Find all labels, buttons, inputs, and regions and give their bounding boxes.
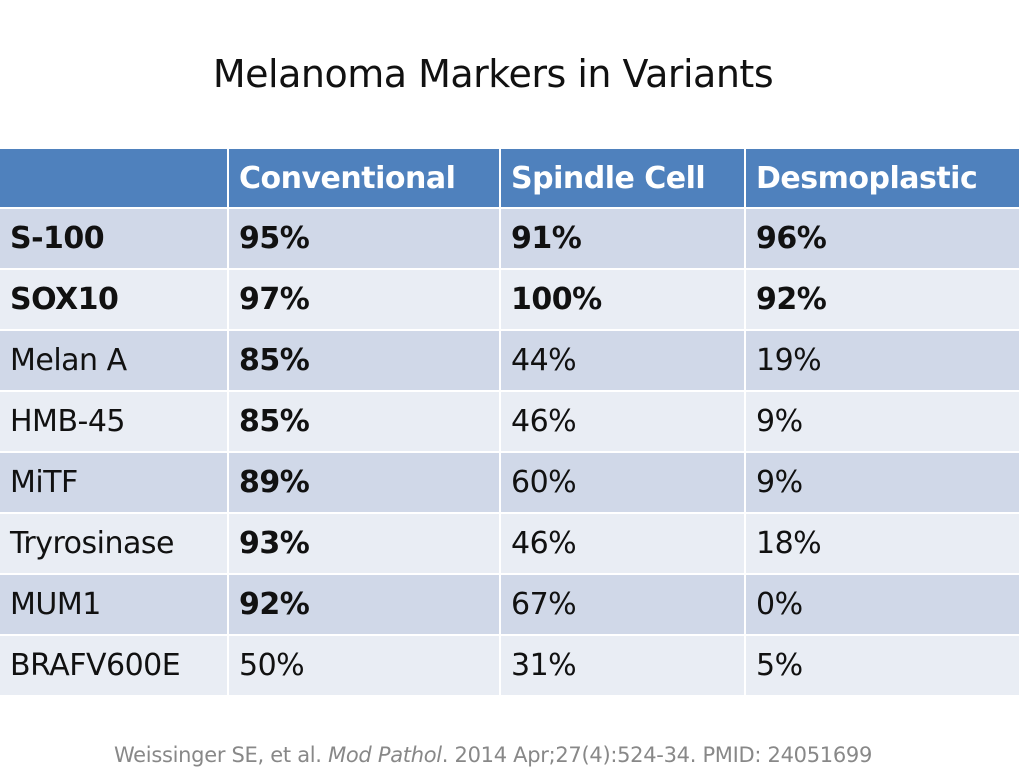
percentage-cell: 46%	[501, 514, 744, 573]
slide-title: Melanoma Markers in Variants	[212, 52, 774, 96]
percentage-cell: 85%	[229, 331, 499, 390]
percentage-cell: 44%	[501, 331, 744, 390]
percentage-cell: 91%	[501, 209, 744, 268]
percentage-cell: 19%	[746, 331, 1019, 390]
percentage-cell: 89%	[229, 453, 499, 512]
markers-table: Conventional Spindle Cell Desmoplastic S-10…	[0, 147, 1021, 697]
table-row: Tryrosinase 93% 46% 18%	[0, 514, 1019, 573]
table-row: MiTF 89% 60% 9%	[0, 453, 1019, 512]
percentage-cell: 60%	[501, 453, 744, 512]
marker-name: HMB-45	[0, 392, 227, 451]
marker-name: MiTF	[0, 453, 227, 512]
column-header: Conventional	[229, 149, 499, 207]
marker-name: MUM1	[0, 575, 227, 634]
percentage-cell: 46%	[501, 392, 744, 451]
percentage-cell: 93%	[229, 514, 499, 573]
marker-name: S-100	[0, 209, 227, 268]
table-row: Melan A 85% 44% 19%	[0, 331, 1019, 390]
marker-name: BRAFV600E	[0, 636, 227, 695]
percentage-cell: 9%	[746, 453, 1019, 512]
percentage-cell: 100%	[501, 270, 744, 329]
percentage-cell: 18%	[746, 514, 1019, 573]
percentage-cell: 31%	[501, 636, 744, 695]
table-row: S-100 95% 91% 96%	[0, 209, 1019, 268]
percentage-cell: 96%	[746, 209, 1019, 268]
table-row: HMB-45 85% 46% 9%	[0, 392, 1019, 451]
marker-name: SOX10	[0, 270, 227, 329]
percentage-cell: 67%	[501, 575, 744, 634]
percentage-cell: 97%	[229, 270, 499, 329]
header-row: Conventional Spindle Cell Desmoplastic	[0, 149, 1019, 207]
percentage-cell: 5%	[746, 636, 1019, 695]
percentage-cell: 0%	[746, 575, 1019, 634]
table-row: SOX10 97% 100% 92%	[0, 270, 1019, 329]
citation-details: . 2014 Apr;27(4):524-34. PMID: 24051699	[441, 743, 873, 767]
marker-name: Tryrosinase	[0, 514, 227, 573]
citation-journal: Mod Pathol	[328, 743, 442, 767]
column-header: Desmoplastic	[746, 149, 1019, 207]
table-row: BRAFV600E 50% 31% 5%	[0, 636, 1019, 695]
column-header	[0, 149, 227, 207]
percentage-cell: 92%	[746, 270, 1019, 329]
percentage-cell: 95%	[229, 209, 499, 268]
column-header: Spindle Cell	[501, 149, 744, 207]
percentage-cell: 85%	[229, 392, 499, 451]
percentage-cell: 50%	[229, 636, 499, 695]
table-row: MUM1 92% 67% 0%	[0, 575, 1019, 634]
marker-name: Melan A	[0, 331, 227, 390]
percentage-cell: 9%	[746, 392, 1019, 451]
citation: Weissinger SE, et al. Mod Pathol. 2014 A…	[0, 743, 986, 767]
citation-authors: Weissinger SE, et al.	[113, 743, 329, 767]
percentage-cell: 92%	[229, 575, 499, 634]
